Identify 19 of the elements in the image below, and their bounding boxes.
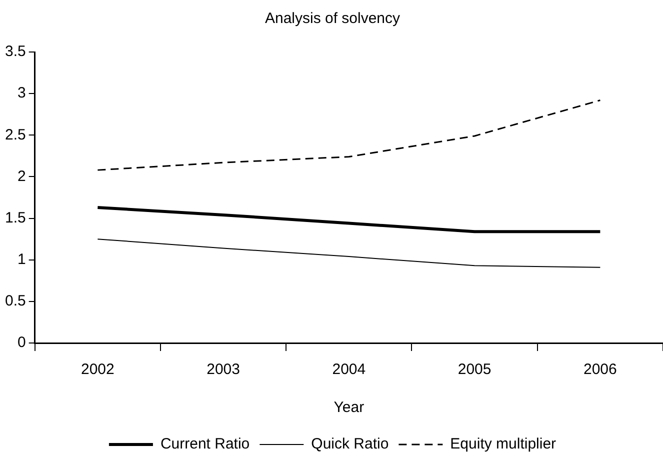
x-tick-label: 2003 <box>206 361 240 378</box>
x-tick-label: 2005 <box>458 361 492 378</box>
x-tick-label: 2006 <box>584 361 617 378</box>
x-tick-label: 2002 <box>80 361 114 378</box>
y-tick-label: 1.5 <box>4 209 26 226</box>
chart-title: Analysis of solvency <box>264 10 401 28</box>
x-tick-label: 2004 <box>332 361 366 378</box>
legend-label: Quick Ratio <box>311 436 389 453</box>
y-tick-label: 0.5 <box>4 292 26 310</box>
legend-label: Current Ratio <box>160 436 250 453</box>
y-tick-label: 0 <box>18 334 26 352</box>
y-tick-label: 2 <box>18 168 26 185</box>
line-series <box>96 99 601 171</box>
y-tick-label: 2.5 <box>4 126 26 144</box>
y-tick-label: 1 <box>18 251 26 268</box>
y-tick-label: 3.5 <box>4 43 26 60</box>
x-axis-title: Year <box>334 399 364 416</box>
legend-label: Equity multiplier <box>450 436 556 453</box>
y-tick-label: 3 <box>18 84 26 102</box>
